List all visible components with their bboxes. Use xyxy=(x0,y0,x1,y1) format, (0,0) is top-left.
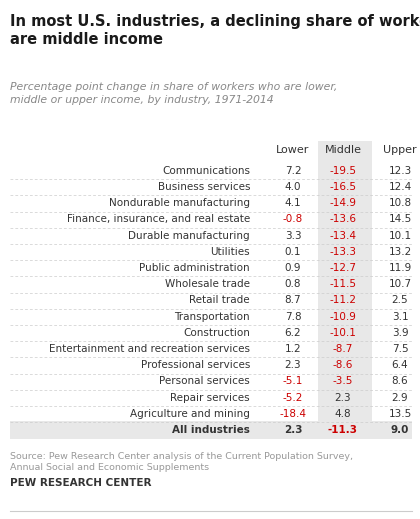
Text: Wholesale trade: Wholesale trade xyxy=(165,279,250,289)
Text: Transportation: Transportation xyxy=(174,311,250,322)
Text: 12.3: 12.3 xyxy=(388,166,412,176)
Text: Communications: Communications xyxy=(162,166,250,176)
Text: 10.7: 10.7 xyxy=(388,279,412,289)
Text: Finance, insurance, and real estate: Finance, insurance, and real estate xyxy=(67,214,250,224)
Text: Utilities: Utilities xyxy=(210,247,250,257)
Text: -11.2: -11.2 xyxy=(330,295,357,305)
Text: Professional services: Professional services xyxy=(141,360,250,370)
Text: 2.9: 2.9 xyxy=(392,392,408,403)
Text: -8.6: -8.6 xyxy=(333,360,353,370)
Text: 2.5: 2.5 xyxy=(392,295,408,305)
Text: 12.4: 12.4 xyxy=(388,182,412,192)
Text: 13.5: 13.5 xyxy=(388,409,412,419)
Text: 11.9: 11.9 xyxy=(388,263,412,273)
Text: -10.1: -10.1 xyxy=(330,328,357,338)
Text: Nondurable manufacturing: Nondurable manufacturing xyxy=(109,198,250,208)
Text: Agriculture and mining: Agriculture and mining xyxy=(130,409,250,419)
Text: Lower: Lower xyxy=(276,145,310,155)
Text: 6.4: 6.4 xyxy=(392,360,408,370)
Text: Source: Pew Research Center analysis of the Current Population Survey,: Source: Pew Research Center analysis of … xyxy=(10,453,353,461)
Text: -13.4: -13.4 xyxy=(330,230,357,241)
Text: 2.3: 2.3 xyxy=(284,425,302,435)
Text: -13.3: -13.3 xyxy=(330,247,357,257)
Text: -12.7: -12.7 xyxy=(330,263,357,273)
Text: Annual Social and Economic Supplements: Annual Social and Economic Supplements xyxy=(10,463,209,472)
Text: PEW RESEARCH CENTER: PEW RESEARCH CENTER xyxy=(10,479,152,488)
Text: 0.1: 0.1 xyxy=(285,247,301,257)
Text: -18.4: -18.4 xyxy=(279,409,307,419)
Text: 7.2: 7.2 xyxy=(285,166,301,176)
Text: 2.3: 2.3 xyxy=(335,392,351,403)
Text: 8.7: 8.7 xyxy=(285,295,301,305)
Text: Retail trade: Retail trade xyxy=(189,295,250,305)
Text: Repair services: Repair services xyxy=(171,392,250,403)
Text: Percentage point change in share of workers who are lower,
middle or upper incom: Percentage point change in share of work… xyxy=(10,82,337,105)
Text: Upper: Upper xyxy=(383,145,417,155)
Text: Entertainment and recreation services: Entertainment and recreation services xyxy=(49,344,250,354)
Text: 7.5: 7.5 xyxy=(392,344,408,354)
Text: -14.9: -14.9 xyxy=(330,198,357,208)
Text: 0.9: 0.9 xyxy=(285,263,301,273)
Text: 10.8: 10.8 xyxy=(388,198,412,208)
Text: -19.5: -19.5 xyxy=(330,166,357,176)
Bar xyxy=(318,141,372,439)
Text: -10.9: -10.9 xyxy=(330,311,357,322)
Text: Construction: Construction xyxy=(183,328,250,338)
Text: -11.3: -11.3 xyxy=(328,425,358,435)
Text: Middle: Middle xyxy=(325,145,362,155)
Text: Public administration: Public administration xyxy=(139,263,250,273)
Text: 4.1: 4.1 xyxy=(285,198,301,208)
Text: 7.8: 7.8 xyxy=(285,311,301,322)
Text: 0.8: 0.8 xyxy=(285,279,301,289)
Text: 2.3: 2.3 xyxy=(285,360,301,370)
Text: -13.6: -13.6 xyxy=(330,214,357,224)
Text: 9.0: 9.0 xyxy=(391,425,409,435)
Text: 14.5: 14.5 xyxy=(388,214,412,224)
Text: 10.1: 10.1 xyxy=(388,230,412,241)
Text: Durable manufacturing: Durable manufacturing xyxy=(129,230,250,241)
Text: 13.2: 13.2 xyxy=(388,247,412,257)
Text: Personal services: Personal services xyxy=(159,376,250,386)
Text: -5.2: -5.2 xyxy=(283,392,303,403)
Text: 3.3: 3.3 xyxy=(285,230,301,241)
Text: -16.5: -16.5 xyxy=(330,182,357,192)
Text: 4.0: 4.0 xyxy=(285,182,301,192)
Text: 1.2: 1.2 xyxy=(285,344,301,354)
Text: 4.8: 4.8 xyxy=(335,409,351,419)
Text: In most U.S. industries, a declining share of workers
are middle income: In most U.S. industries, a declining sha… xyxy=(10,14,420,47)
Text: -0.8: -0.8 xyxy=(283,214,303,224)
Text: 3.9: 3.9 xyxy=(392,328,408,338)
Text: All industries: All industries xyxy=(172,425,250,435)
Text: -3.5: -3.5 xyxy=(333,376,353,386)
Text: Business services: Business services xyxy=(158,182,250,192)
Bar xyxy=(10,421,412,440)
Text: 8.6: 8.6 xyxy=(392,376,408,386)
Text: -5.1: -5.1 xyxy=(283,376,303,386)
Text: -8.7: -8.7 xyxy=(333,344,353,354)
Text: 6.2: 6.2 xyxy=(285,328,301,338)
Text: -11.5: -11.5 xyxy=(330,279,357,289)
Text: 3.1: 3.1 xyxy=(392,311,408,322)
